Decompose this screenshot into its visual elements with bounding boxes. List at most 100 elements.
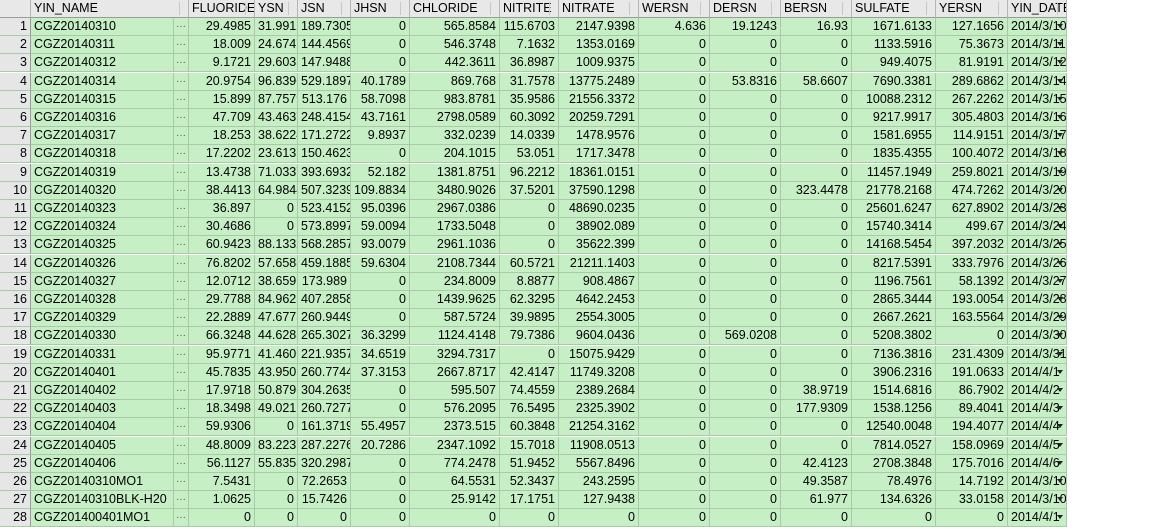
cell-editor-ellipsis-button[interactable]: ··· [174, 382, 189, 400]
cell-yin-date[interactable]: 2014/3/31 [1008, 345, 1067, 364]
cell-dersn[interactable]: 0 [710, 36, 781, 55]
cell-nitrate[interactable]: 908.4867 [559, 272, 639, 291]
dropdown-arrow-icon[interactable] [1057, 24, 1063, 28]
cell-yersn[interactable]: 14.7192 [936, 473, 1008, 491]
cell-nitrate[interactable]: 243.2595 [559, 473, 639, 491]
cell-fluoride[interactable]: 22.2889 [189, 309, 255, 328]
cell-nitrite[interactable]: 0 [500, 345, 559, 364]
dropdown-arrow-icon[interactable] [1057, 151, 1063, 156]
cell-editor-ellipsis-button[interactable]: ··· [174, 363, 189, 382]
column-resize-handle[interactable] [629, 2, 637, 15]
cell-sulfate[interactable]: 1671.6133 [852, 18, 936, 36]
cell-yersn[interactable]: 193.0054 [936, 291, 1008, 309]
cell-jsn[interactable]: 161.3719 [298, 418, 351, 437]
cell-fluoride[interactable]: 45.7835 [189, 363, 255, 382]
cell-chloride[interactable]: 3480.9026 [410, 181, 500, 200]
table-row[interactable]: 15 CGZ20140327 ··· 12.0712 38.659 173.989 0 234… [0, 272, 1067, 291]
cell-nitrite[interactable]: 0 [500, 509, 559, 527]
cell-yersn[interactable]: 267.2262 [936, 90, 1008, 109]
cell-dersn[interactable]: 0 [710, 436, 781, 455]
cell-jsn[interactable]: 173.989 [298, 272, 351, 291]
cell-editor-ellipsis-button[interactable]: ··· [174, 345, 189, 364]
cell-ysn[interactable]: 83.2237 [255, 436, 298, 455]
dropdown-arrow-icon[interactable] [1057, 442, 1063, 447]
dropdown-arrow-icon[interactable] [1057, 515, 1063, 520]
cell-sulfate[interactable]: 2667.2621 [852, 309, 936, 328]
cell-yin-name[interactable]: CGZ20140315 [31, 90, 174, 109]
cell-sulfate[interactable]: 2865.3444 [852, 291, 936, 309]
cell-nitrate[interactable]: 18361.0151 [559, 163, 639, 182]
cell-yin-name[interactable]: CGZ20140331 [31, 345, 174, 364]
cell-ysn[interactable]: 44.6283 [255, 327, 298, 346]
cell-chloride[interactable]: 1733.5048 [410, 218, 500, 237]
cell-yersn[interactable]: 100.4072 [936, 145, 1008, 164]
cell-dersn[interactable]: 0 [710, 181, 781, 200]
cell-ysn[interactable]: 38.6224 [255, 127, 298, 146]
cell-yersn[interactable]: 499.67 [936, 218, 1008, 237]
cell-wersn[interactable]: 0 [639, 236, 710, 255]
dropdown-arrow-icon[interactable] [1057, 333, 1063, 338]
row-number[interactable]: 11 [0, 200, 31, 218]
cell-jhsn[interactable]: 0 [351, 382, 410, 400]
cell-dersn[interactable]: 0 [710, 309, 781, 328]
dropdown-arrow-icon[interactable] [1057, 369, 1063, 374]
cell-bersn[interactable]: 42.4123 [781, 454, 852, 473]
cell-jhsn[interactable]: 0 [351, 473, 410, 491]
cell-sulfate[interactable]: 7690.3381 [852, 72, 936, 91]
cell-yersn[interactable]: 75.3673 [936, 36, 1008, 55]
cell-wersn[interactable]: 0 [639, 363, 710, 382]
cell-wersn[interactable]: 0 [639, 218, 710, 237]
column-resize-handle[interactable] [490, 2, 498, 15]
cell-yin-date[interactable]: 2014/4/4 [1008, 418, 1067, 437]
cell-dersn[interactable]: 53.8316 [710, 72, 781, 91]
row-number[interactable]: 5 [0, 90, 31, 109]
cell-chloride[interactable]: 64.5531 [410, 473, 500, 491]
cell-chloride[interactable]: 774.2478 [410, 454, 500, 473]
row-number[interactable]: 1 [0, 18, 31, 36]
cell-nitrite[interactable]: 96.2212 [500, 163, 559, 182]
cell-nitrite[interactable]: 60.5721 [500, 254, 559, 273]
cell-chloride[interactable]: 576.2095 [410, 400, 500, 419]
cell-yersn[interactable]: 114.9151 [936, 127, 1008, 146]
cell-chloride[interactable]: 587.5724 [410, 309, 500, 328]
cell-yin-date[interactable]: 2014/3/28 [1008, 291, 1067, 309]
cell-wersn[interactable]: 0 [639, 254, 710, 273]
cell-yin-date[interactable]: 2014/4/2 [1008, 382, 1067, 400]
cell-dersn[interactable]: 0 [710, 382, 781, 400]
cell-jsn[interactable]: 304.2635 [298, 382, 351, 400]
cell-jhsn[interactable]: 20.7286 [351, 436, 410, 455]
cell-sulfate[interactable]: 1835.4355 [852, 145, 936, 164]
cell-dersn[interactable]: 0 [710, 400, 781, 419]
cell-ysn[interactable]: 87.7579 [255, 90, 298, 109]
cell-editor-ellipsis-button[interactable]: ··· [174, 218, 189, 237]
cell-bersn[interactable]: 0 [781, 163, 852, 182]
cell-chloride[interactable]: 1381.8751 [410, 163, 500, 182]
cell-ysn[interactable]: 43.9501 [255, 363, 298, 382]
cell-yin-name[interactable]: CGZ20140328 [31, 291, 174, 309]
cell-jhsn[interactable]: 93.0079 [351, 236, 410, 255]
cell-dersn[interactable]: 0 [710, 345, 781, 364]
cell-editor-ellipsis-button[interactable]: ··· [174, 72, 189, 91]
cell-jsn[interactable]: 287.2276 [298, 436, 351, 455]
cell-dersn[interactable]: 0 [710, 418, 781, 437]
cell-bersn[interactable]: 0 [781, 145, 852, 164]
cell-dersn[interactable]: 0 [710, 509, 781, 527]
cell-nitrite[interactable]: 60.3092 [500, 109, 559, 127]
dropdown-arrow-icon[interactable] [1057, 260, 1063, 265]
cell-nitrite[interactable]: 36.8987 [500, 54, 559, 73]
dropdown-arrow-icon[interactable] [1057, 242, 1063, 247]
row-number[interactable]: 14 [0, 254, 31, 273]
cell-fluoride[interactable]: 29.7788 [189, 291, 255, 309]
dropdown-arrow-icon[interactable] [1057, 497, 1063, 502]
cell-fluoride[interactable]: 12.0712 [189, 272, 255, 291]
row-number[interactable]: 19 [0, 345, 31, 364]
row-number[interactable]: 6 [0, 109, 31, 127]
cell-fluoride[interactable]: 29.4985 [189, 18, 255, 36]
cell-yin-date[interactable]: 2014/4/5 [1008, 436, 1067, 455]
column-resize-handle[interactable] [842, 2, 850, 15]
